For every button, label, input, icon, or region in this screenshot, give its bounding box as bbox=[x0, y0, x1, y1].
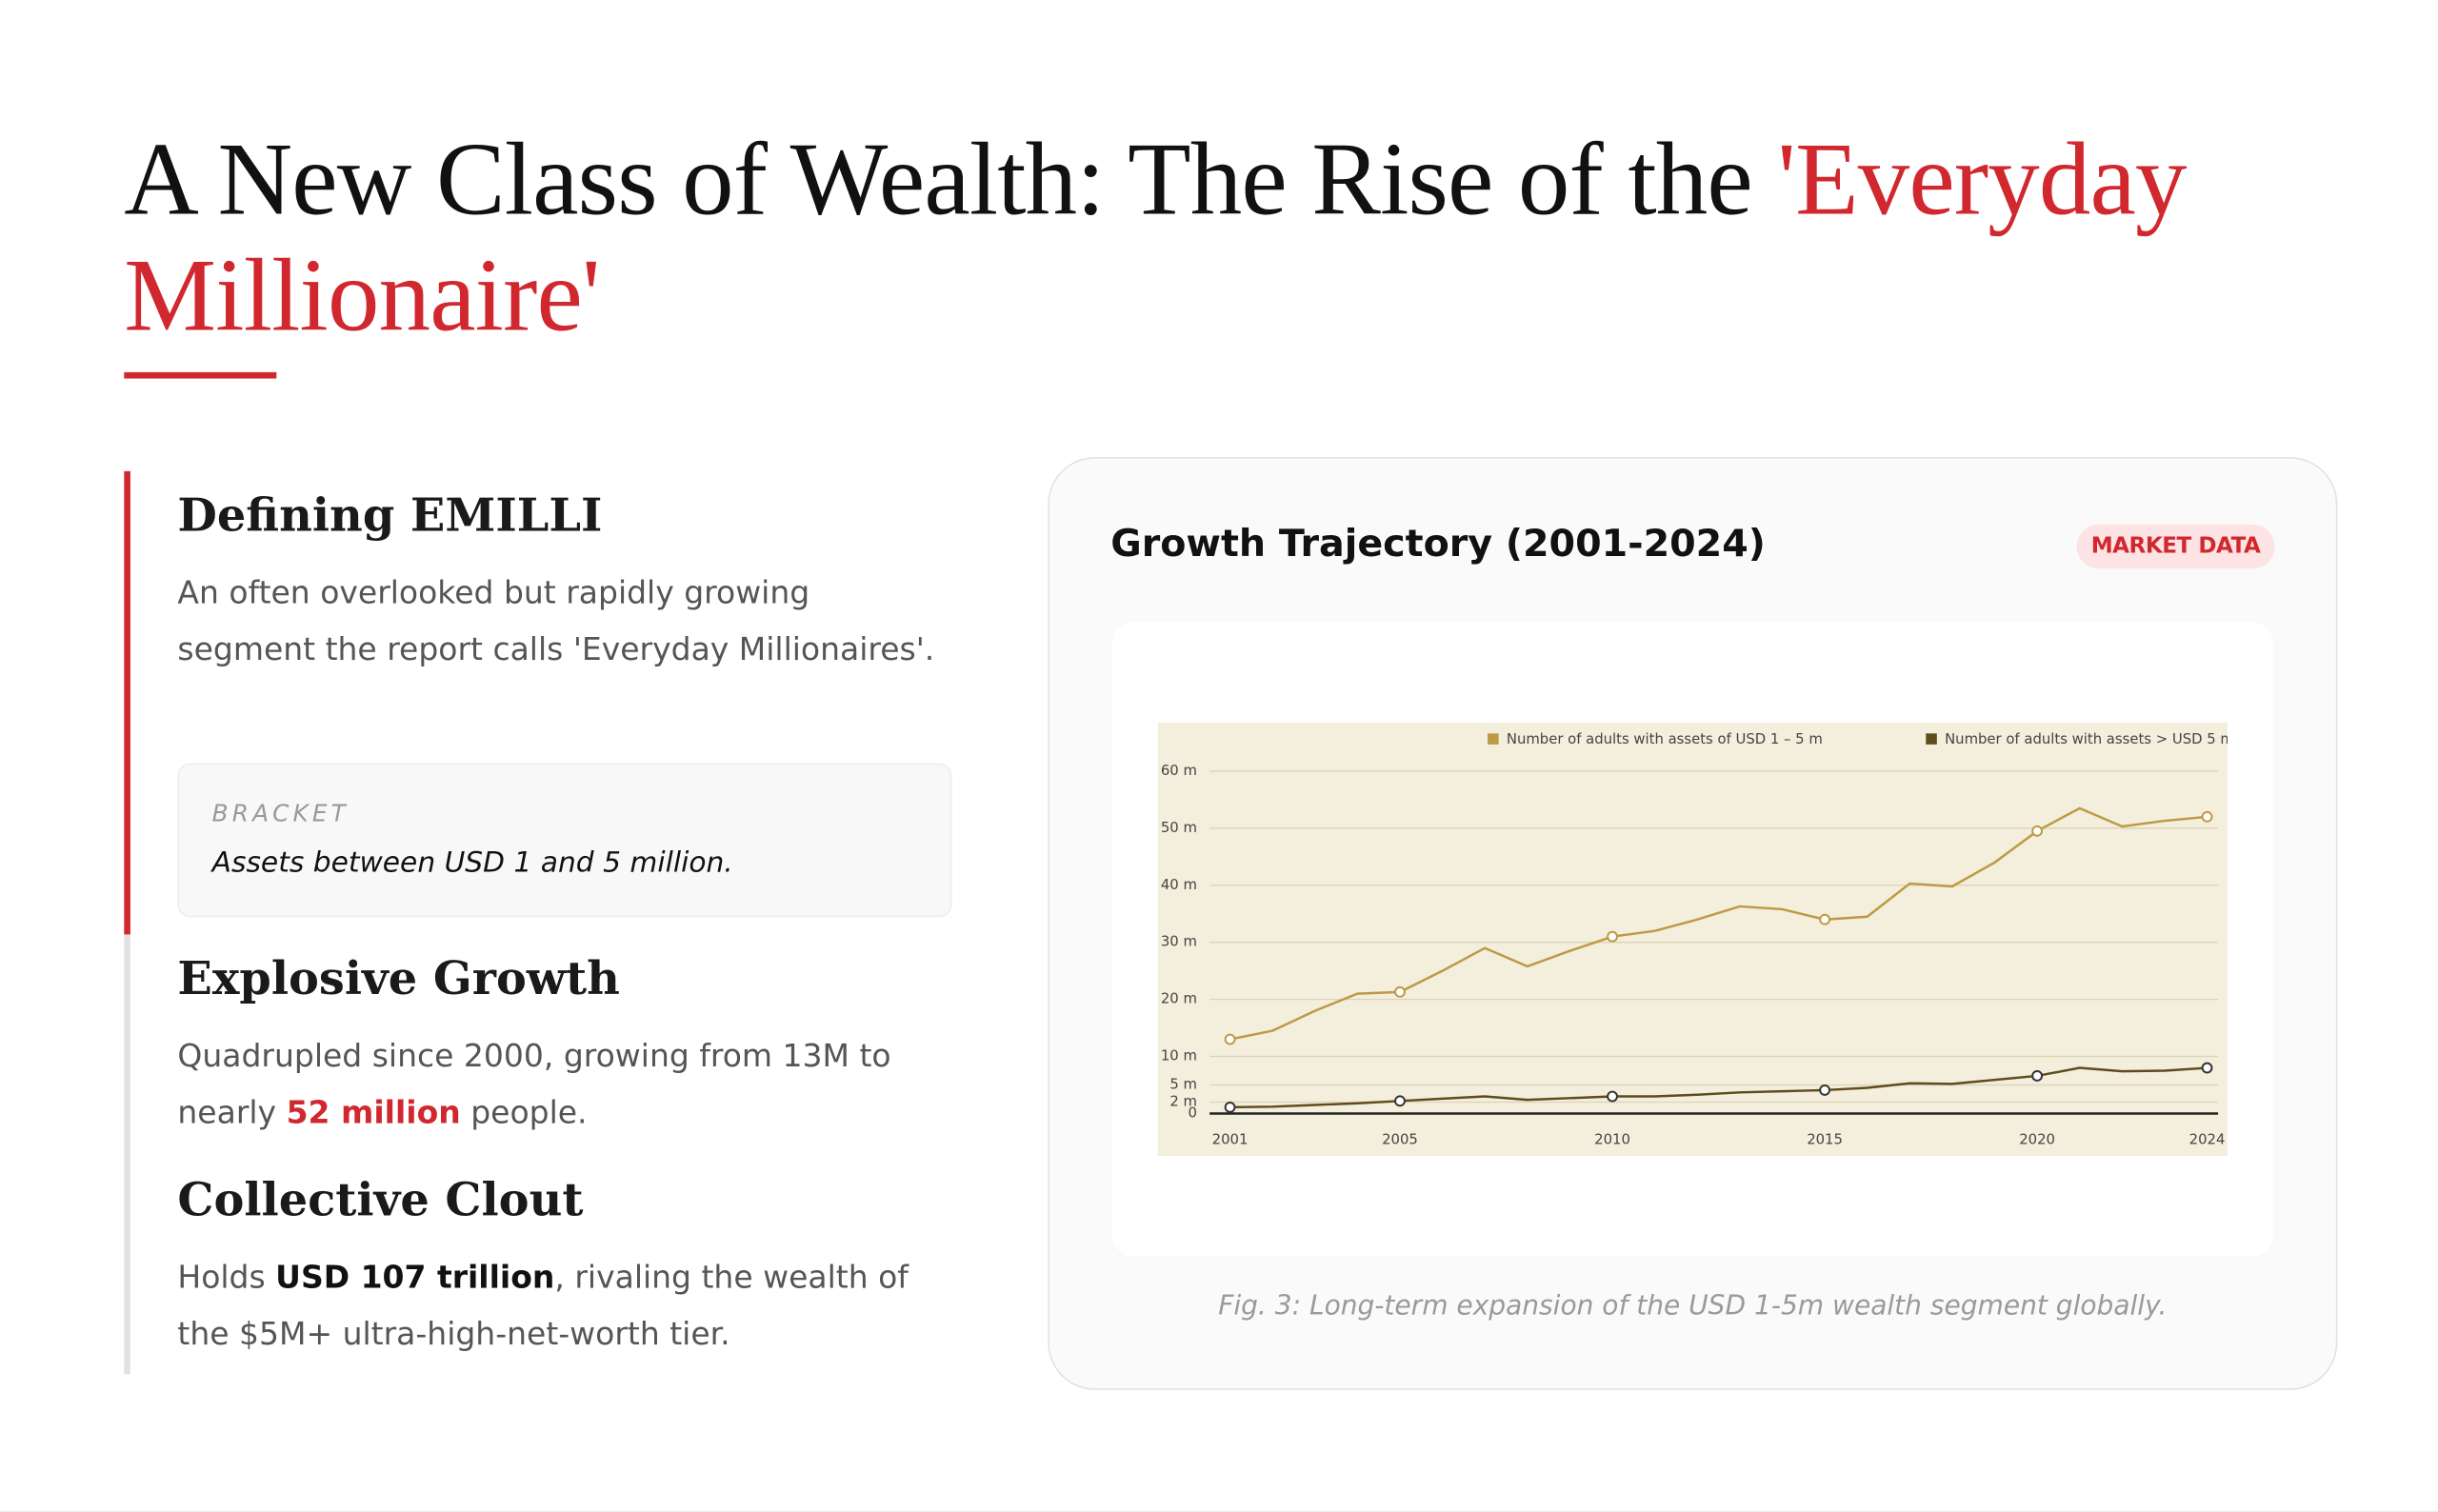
text: Quadrupled since 2000, growing from 13M … bbox=[177, 1036, 891, 1131]
point-marker bbox=[1224, 1101, 1236, 1113]
title-highlight: 'Everyday Millionaire' bbox=[124, 122, 2187, 354]
text: , rivaling the wealth of the $5M+ ultra-… bbox=[177, 1258, 909, 1353]
x-tick-label: 2024 bbox=[2189, 1132, 2226, 1148]
title: A New Class of Wealth: The Rise of the '… bbox=[124, 123, 2323, 355]
legend-label: Number of adults with assets > USD 5 m bbox=[1945, 731, 2228, 747]
y-tick-label: 40 m bbox=[1161, 877, 1197, 893]
section-heading: Defining EMILLI bbox=[177, 487, 603, 543]
point-marker bbox=[1224, 1033, 1236, 1045]
section-body: Holds USD 107 trillion, rivaling the wea… bbox=[177, 1248, 947, 1362]
legend-label: Number of adults with assets of USD 1 – … bbox=[1507, 731, 1823, 747]
point-marker bbox=[1819, 1084, 1831, 1096]
point-marker bbox=[1607, 930, 1618, 943]
chart-background bbox=[1157, 722, 2228, 1157]
y-tick-label: 0 bbox=[1188, 1104, 1196, 1121]
x-tick-label: 2005 bbox=[1382, 1132, 1418, 1148]
title-text: A New Class of Wealth: The Rise of the bbox=[124, 122, 1778, 238]
legend-swatch bbox=[1926, 733, 1937, 745]
point-marker bbox=[1394, 985, 1406, 998]
title-underline bbox=[124, 371, 277, 379]
text: Holds bbox=[177, 1258, 276, 1296]
callout-text: Assets between USD 1 and 5 million. bbox=[211, 846, 733, 880]
caption: Fig. 3: Long-term expansion of the USD 1… bbox=[1218, 1290, 2168, 1323]
highlight: USD 107 trillion bbox=[275, 1258, 555, 1296]
point-marker bbox=[1819, 913, 1831, 925]
y-tick-label: 20 m bbox=[1161, 991, 1197, 1007]
chart: 02 m5 m 10 m 20 m 30 m 40 m 50 m 60 m 2001 2005 2… bbox=[1157, 722, 2228, 1157]
y-tick-label: 5 m bbox=[1169, 1077, 1197, 1093]
y-tick-label: 30 m bbox=[1161, 934, 1197, 950]
x-tick-label: 2010 bbox=[1594, 1132, 1630, 1148]
text: An often overlooked but rapidly growing … bbox=[177, 573, 935, 668]
section-body: Quadrupled since 2000, growing from 13M … bbox=[177, 1027, 947, 1141]
y-tick-label: 10 m bbox=[1161, 1048, 1197, 1064]
badge: MARKET DATA bbox=[2076, 524, 2275, 569]
section-heading: Explosive Growth bbox=[177, 951, 620, 1005]
y-tick-label: 50 m bbox=[1161, 820, 1197, 836]
point-marker bbox=[2201, 810, 2213, 823]
highlight: 52 million bbox=[286, 1093, 461, 1131]
section-heading: Collective Clout bbox=[177, 1173, 584, 1227]
point-marker bbox=[1394, 1095, 1406, 1107]
point-marker bbox=[2031, 825, 2044, 837]
section-body: An often overlooked but rapidly growing … bbox=[177, 564, 947, 677]
callout: BRACKET Assets between USD 1 and 5 milli… bbox=[177, 763, 952, 918]
legend-swatch bbox=[1488, 733, 1499, 745]
line bbox=[1229, 1066, 2208, 1109]
accent-bar bbox=[124, 470, 130, 935]
y-tick-label: 60 m bbox=[1161, 763, 1197, 779]
callout-label: BRACKET bbox=[211, 799, 350, 828]
point-marker bbox=[1607, 1090, 1618, 1103]
line bbox=[1229, 806, 2208, 1041]
accent-bar bbox=[124, 934, 130, 1375]
point-marker bbox=[2201, 1062, 2213, 1074]
x-tick-label: 2020 bbox=[2019, 1132, 2055, 1148]
point-marker bbox=[2031, 1070, 2044, 1082]
x-tick-label: 2001 bbox=[1212, 1132, 1249, 1148]
y-tick-label: 2 m bbox=[1169, 1094, 1197, 1110]
text: people. bbox=[460, 1093, 588, 1131]
x-tick-label: 2015 bbox=[1807, 1132, 1843, 1148]
panel-title: Growth Trajectory (2001-2024) bbox=[1110, 521, 1766, 566]
